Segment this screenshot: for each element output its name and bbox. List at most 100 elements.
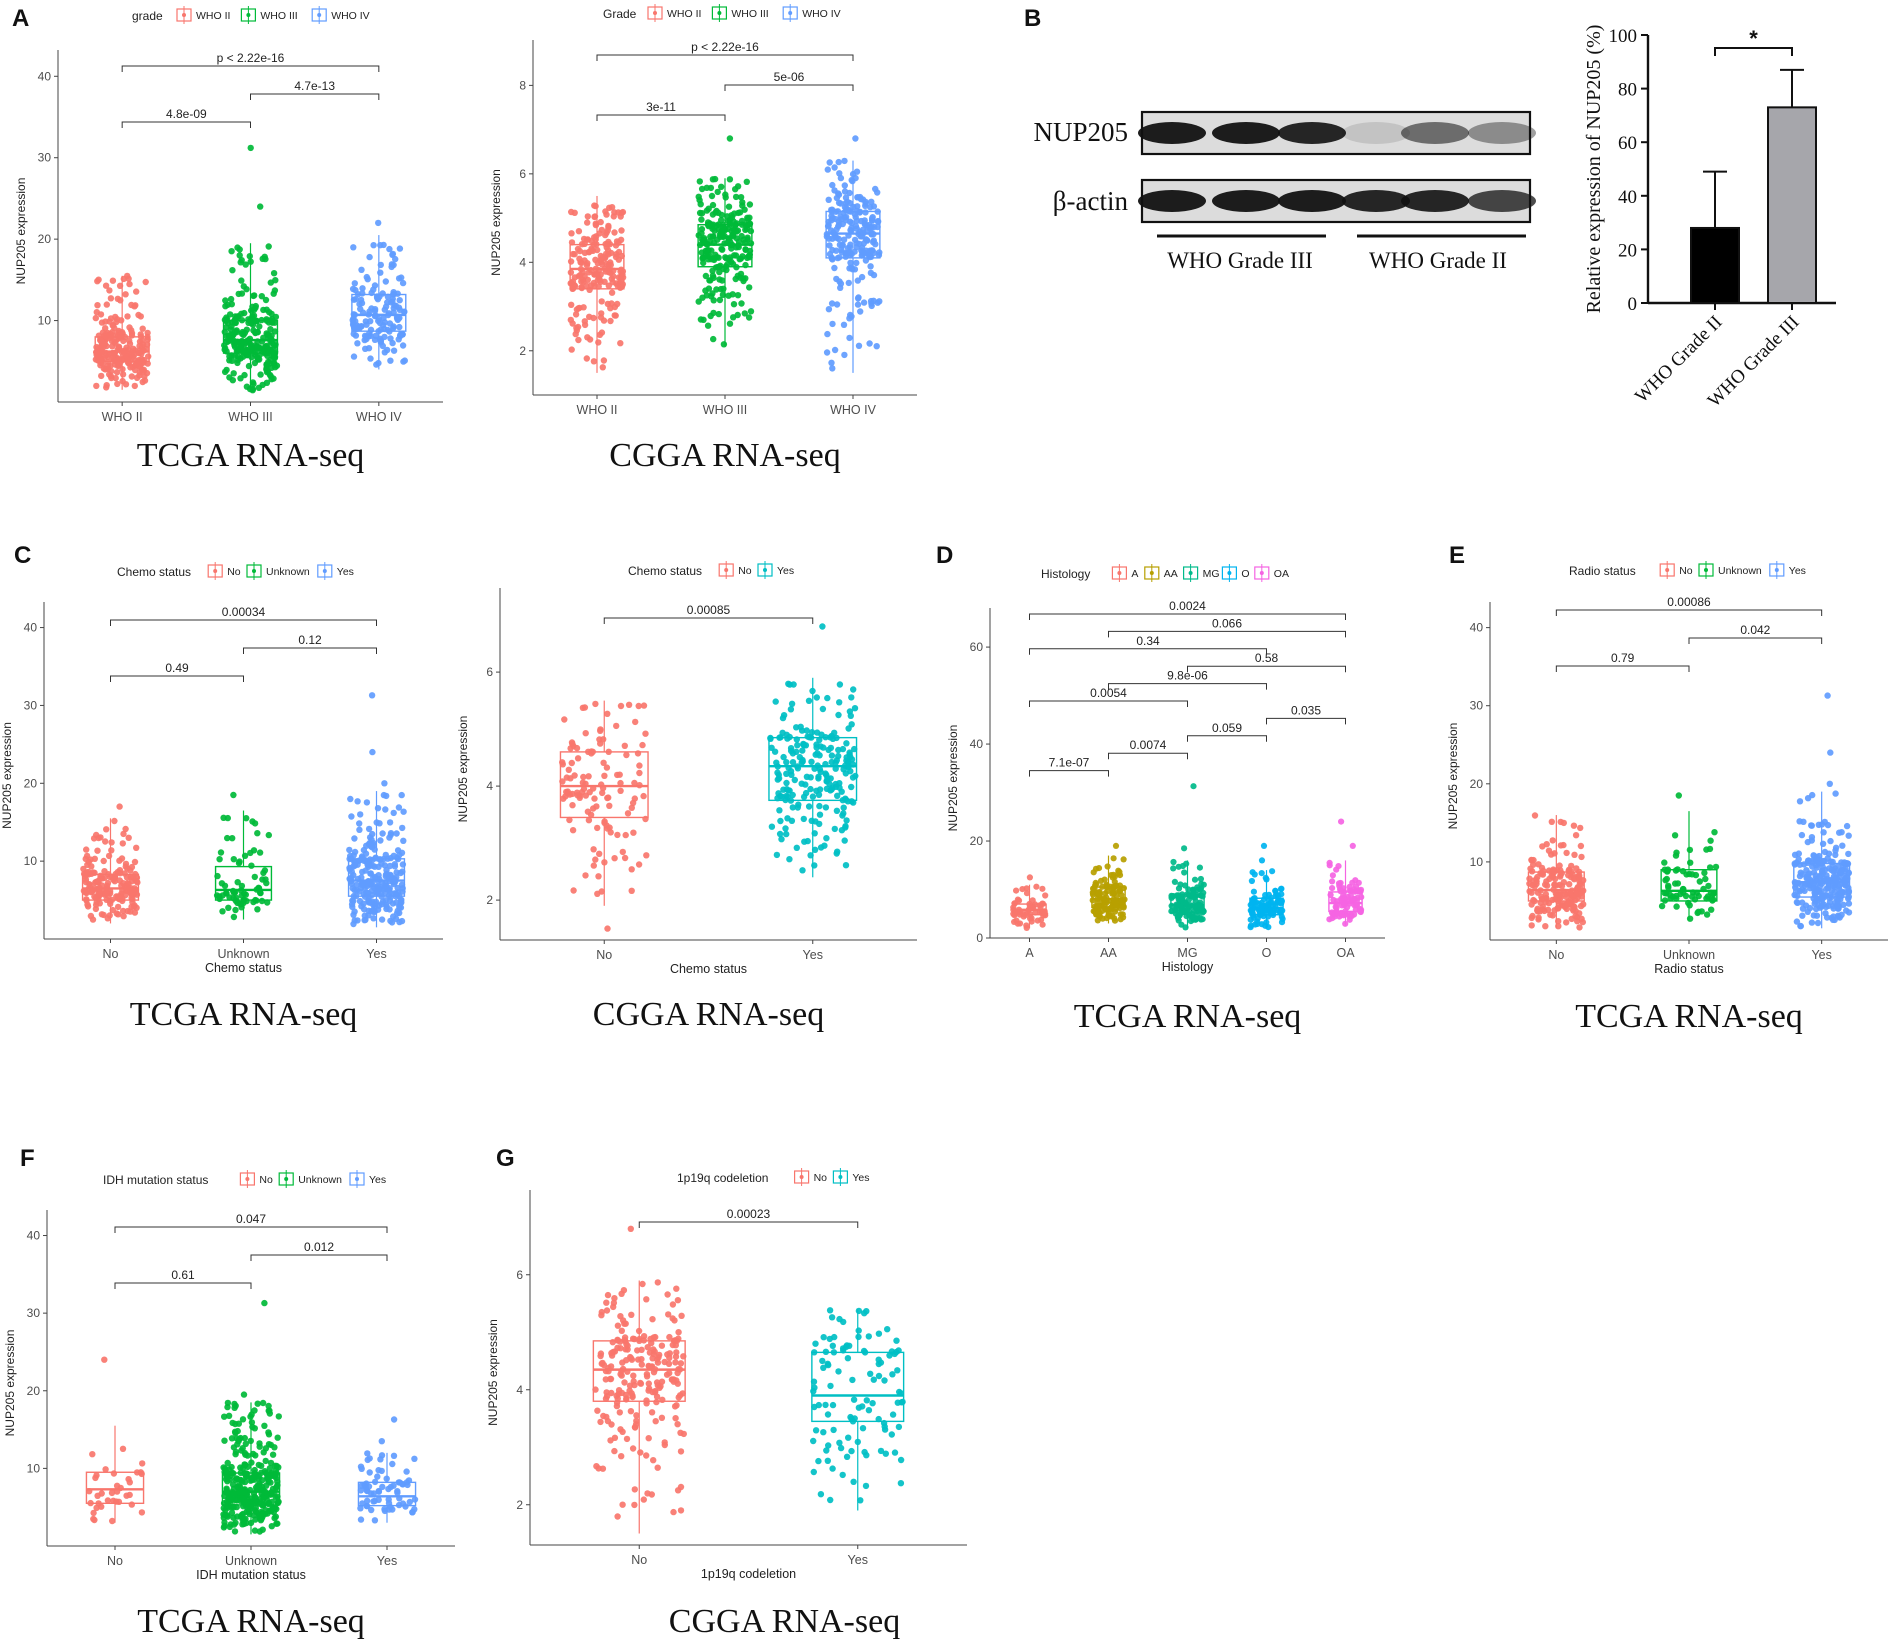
data-point [791, 776, 798, 784]
data-point [1797, 922, 1804, 930]
data-point [636, 762, 643, 769]
data-point [732, 186, 739, 193]
data-point [799, 756, 806, 764]
data-point [1842, 865, 1849, 872]
data-point [644, 1490, 651, 1497]
data-point [128, 373, 135, 380]
data-point [773, 759, 780, 766]
data-point [854, 277, 861, 284]
data-point [83, 897, 90, 904]
data-point [230, 889, 238, 896]
data-point [735, 238, 743, 245]
data-point [1808, 822, 1816, 829]
data-point [1342, 920, 1349, 927]
data-point [575, 228, 583, 235]
data-point [732, 252, 740, 259]
box-group [559, 700, 650, 932]
data-point [772, 698, 779, 705]
legend-item-label: Yes [337, 566, 354, 578]
bracket-line [1555, 609, 1823, 616]
data-point [247, 258, 254, 265]
data-point [1119, 897, 1126, 905]
data-point [219, 908, 226, 915]
data-point [364, 1502, 371, 1510]
y-tick-label: 4 [486, 779, 493, 793]
legend-item-label: MG [1203, 568, 1220, 580]
points-group [810, 1307, 906, 1504]
data-point [1115, 870, 1122, 877]
data-point [650, 1457, 657, 1464]
data-point [349, 285, 357, 293]
data-point [220, 1464, 227, 1471]
legend-title: Histology [1041, 567, 1090, 581]
data-point [389, 291, 397, 298]
data-point [361, 912, 368, 919]
data-point [573, 324, 580, 332]
data-point [102, 282, 110, 289]
data-point [238, 257, 245, 264]
data-point [377, 269, 384, 276]
data-point [621, 1379, 628, 1386]
data-point [122, 860, 130, 868]
data-point [594, 277, 601, 284]
data-point [590, 862, 597, 869]
comparison-bracket: 0.0074 [1108, 738, 1188, 760]
data-point [247, 343, 255, 350]
data-point [604, 794, 611, 802]
data-point [1796, 798, 1804, 805]
data-point [1794, 887, 1801, 894]
data-point [1573, 865, 1580, 872]
data-point [650, 1334, 657, 1341]
data-point [399, 824, 406, 832]
data-point [364, 1456, 371, 1464]
comparison-bracket: 0.047 [114, 1212, 388, 1233]
data-point [726, 320, 734, 327]
data-point [1577, 842, 1585, 850]
data-point [359, 285, 366, 292]
legend-title: 1p19q codeletion [677, 1171, 768, 1185]
data-point [806, 734, 813, 741]
data-point [216, 856, 223, 863]
data-point [371, 884, 378, 892]
comparison-bracket: 0.00023 [638, 1207, 859, 1228]
data-point [128, 903, 135, 911]
data-point [861, 1310, 868, 1317]
data-point [1692, 871, 1700, 879]
outlier-point [819, 623, 826, 630]
box-group [1326, 818, 1365, 927]
data-point [830, 1349, 838, 1356]
data-point [1010, 904, 1017, 911]
data-point [1840, 877, 1847, 885]
data-point [789, 804, 796, 811]
data-point [576, 255, 583, 262]
data-point [634, 1347, 641, 1354]
data-point [262, 1457, 269, 1465]
data-point [696, 178, 703, 185]
data-point [1263, 919, 1270, 926]
data-point [383, 866, 390, 874]
data-point [241, 1488, 248, 1496]
data-point [87, 856, 94, 863]
data-point [124, 272, 131, 280]
comparison-bracket: 0.012 [250, 1240, 388, 1261]
data-point [272, 313, 280, 321]
x-tick-label: Yes [803, 948, 823, 962]
data-point [367, 355, 374, 362]
data-point [817, 1491, 825, 1498]
data-point [347, 795, 354, 803]
data-point [827, 1496, 834, 1504]
data-point [1039, 921, 1046, 928]
data-point [618, 1372, 625, 1379]
data-point [823, 785, 831, 792]
data-point [846, 265, 853, 272]
legend-key-point [355, 1177, 359, 1181]
data-point [567, 280, 574, 287]
data-point [847, 311, 854, 319]
data-point [568, 346, 575, 353]
data-point [1557, 842, 1565, 849]
x-axis-label: Radio status [1654, 962, 1723, 976]
data-point [816, 820, 823, 828]
